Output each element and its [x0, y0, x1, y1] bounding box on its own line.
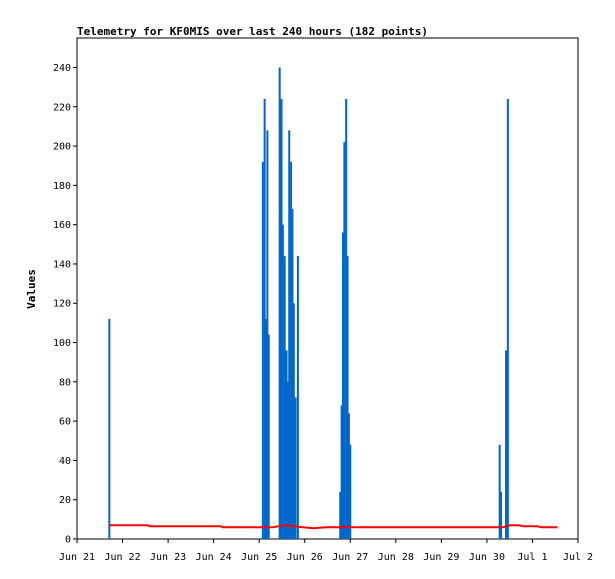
chart-title: Telemetry for KF0MIS over last 240 hours…	[77, 25, 428, 38]
x-tick-label: Jun 21	[59, 552, 95, 563]
bar	[341, 232, 344, 539]
bar	[281, 224, 284, 539]
y-tick-label: 80	[59, 377, 71, 388]
x-tick-label: Jun 27	[332, 552, 368, 563]
bar	[506, 98, 509, 539]
bar	[266, 130, 269, 539]
bar	[288, 130, 291, 539]
y-tick-label: 0	[65, 535, 71, 546]
y-tick-label: 160	[53, 220, 71, 231]
x-tick-label: Jun 23	[150, 552, 186, 563]
bar-series	[108, 67, 509, 540]
y-tick-label: 220	[53, 102, 71, 113]
bar	[278, 67, 281, 540]
x-tick-label: Jul 2	[563, 552, 593, 563]
bar	[286, 381, 289, 539]
bar	[291, 208, 294, 539]
bar	[265, 318, 268, 539]
bar	[498, 444, 501, 539]
bar	[283, 256, 286, 539]
bar	[285, 350, 288, 539]
y-axis: 0 20 40 60 80 100 120 140 160 180 200 220 240	[53, 63, 77, 546]
y-tick-label: 140	[53, 259, 71, 270]
y-tick-label: 240	[53, 63, 71, 74]
bar	[349, 444, 352, 539]
bar	[294, 397, 297, 539]
y-tick-label: 40	[59, 456, 71, 467]
y-tick-label: 60	[59, 417, 71, 428]
bar	[340, 405, 343, 539]
y-tick-label: 120	[53, 299, 71, 310]
line-series	[108, 524, 558, 530]
x-axis: Jun 21 Jun 22 Jun 23 Jun 24 Jun 25 Jun 26 Jun …	[59, 539, 593, 563]
bar	[500, 491, 503, 539]
y-tick-label: 100	[53, 338, 71, 349]
bar	[261, 161, 264, 539]
x-tick-label: Jul 1	[517, 552, 547, 563]
x-tick-label: Jun 24	[196, 552, 232, 563]
bar	[296, 256, 299, 539]
x-tick-label: Jun 30	[469, 552, 505, 563]
x-tick-label: Jun 22	[104, 552, 140, 563]
bar	[346, 256, 349, 539]
bar	[290, 161, 293, 539]
bar	[339, 491, 342, 539]
bar	[345, 98, 348, 539]
bar	[505, 350, 508, 539]
bar	[343, 142, 346, 540]
y-tick-label: 200	[53, 142, 71, 153]
y-axis-label: Values	[25, 269, 38, 309]
bar	[267, 334, 270, 539]
x-tick-label: Jun 29	[423, 552, 459, 563]
x-tick-label: Jun 28	[378, 552, 414, 563]
bar	[280, 98, 283, 539]
series-line	[108, 524, 558, 530]
bar	[263, 98, 266, 539]
y-tick-label: 180	[53, 181, 71, 192]
plot-frame	[76, 37, 579, 540]
y-tick-label: 20	[59, 495, 71, 506]
x-tick-label: Jun 26	[287, 552, 323, 563]
x-tick-label: Jun 25	[241, 552, 277, 563]
bar	[108, 318, 111, 539]
bar	[347, 413, 350, 539]
bar	[292, 303, 295, 539]
